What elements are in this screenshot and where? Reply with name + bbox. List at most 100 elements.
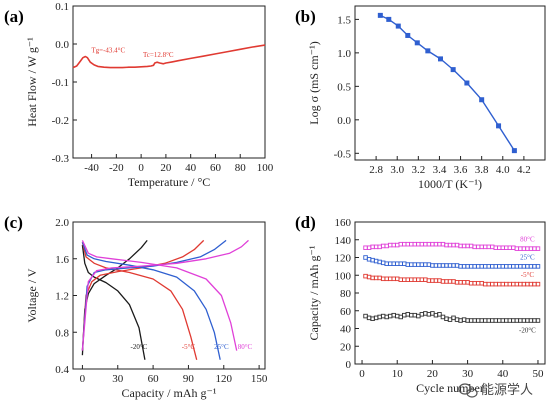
discharge-curve — [81, 242, 198, 360]
panel-a-label: (a) — [4, 7, 24, 26]
data-point — [433, 278, 439, 283]
data-point — [468, 318, 474, 323]
data-point — [394, 261, 400, 266]
data-point — [493, 264, 498, 269]
data-point — [475, 244, 481, 250]
panel-b: (b) 2.8 3.0 3.2 3.4 3.6 3.8 4.0 4.2 1.5 1.0 0.5 0.0… — [295, 5, 546, 191]
data-point — [472, 264, 477, 269]
data-point — [521, 318, 527, 323]
data-point — [380, 260, 386, 266]
x-tick-label: 150 — [251, 373, 268, 385]
data-point — [444, 316, 449, 321]
data-point — [430, 311, 435, 316]
data-point — [507, 318, 513, 323]
watermark: 能源学人 — [458, 382, 533, 398]
data-point — [440, 241, 446, 247]
annotation-tg: Tg=-43.4°C — [91, 47, 125, 55]
series-label: -5°C — [521, 271, 535, 279]
data-point — [437, 263, 442, 268]
data-point — [363, 255, 368, 260]
data-point — [514, 264, 520, 269]
data-point — [511, 318, 516, 323]
data-point — [412, 241, 418, 247]
data-point — [454, 280, 460, 285]
data-point — [387, 261, 393, 266]
data-point — [454, 242, 460, 248]
data-point — [387, 313, 393, 319]
data-point — [521, 264, 527, 269]
x-axis-title: 1000/T (K⁻¹) — [418, 177, 482, 191]
data-point — [504, 281, 509, 287]
data-point — [461, 243, 467, 249]
y-tick-label: 1.5 — [337, 14, 351, 26]
data-point — [497, 281, 502, 287]
plot-a: -40 -20 0 20 40 60 80 100 0.1 0.0 -0.1 -0.2 -0.3 Temp… — [25, 1, 274, 189]
series-label: -20°C — [519, 327, 536, 335]
series-label: -5°C — [182, 343, 196, 351]
y-axis-title: Log σ (mS cm⁻¹) — [307, 41, 321, 124]
data-point — [426, 312, 432, 317]
data-point — [450, 67, 456, 73]
data-point — [458, 280, 463, 285]
data-point — [394, 276, 400, 282]
data-point — [525, 281, 530, 287]
data-point — [440, 263, 446, 268]
x-tick-label: 20 — [427, 368, 439, 380]
y-axis-title: Voltage / V — [25, 268, 39, 323]
data-point — [419, 312, 425, 317]
data-point — [475, 264, 481, 269]
data-point — [405, 241, 411, 247]
data-point — [416, 262, 421, 267]
data-point — [373, 244, 379, 250]
data-point — [440, 279, 446, 284]
panel-d-label: (d) — [295, 213, 316, 232]
data-point — [489, 281, 495, 287]
data-point — [380, 243, 386, 249]
data-point — [535, 318, 541, 323]
data-point — [511, 264, 516, 269]
data-point — [535, 281, 541, 287]
y-tick-label: 2.0 — [55, 217, 69, 229]
y-tick-label: 40 — [340, 324, 352, 336]
data-point — [366, 245, 372, 250]
data-point — [496, 123, 502, 129]
data-point — [528, 246, 534, 251]
data-point — [475, 318, 481, 323]
data-point — [373, 315, 379, 321]
data-point — [518, 246, 523, 251]
data-point — [398, 261, 403, 266]
data-point — [489, 318, 495, 323]
x-tick-label: 3.0 — [390, 164, 404, 176]
y-tick-label: 160 — [335, 217, 352, 229]
data-point — [479, 244, 484, 250]
data-point — [416, 313, 421, 319]
data-point — [416, 277, 421, 282]
data-point — [395, 23, 401, 29]
data-point — [479, 264, 484, 269]
data-point — [528, 264, 534, 269]
y-tick-label: 0.4 — [55, 364, 69, 376]
x-tick-label: 60 — [148, 373, 160, 385]
y-tick-label: -0.1 — [52, 77, 69, 89]
data-point — [366, 315, 372, 321]
data-point — [384, 276, 389, 282]
data-point — [475, 280, 481, 286]
data-point — [468, 280, 474, 286]
data-point — [440, 314, 446, 320]
data-point — [391, 242, 396, 248]
y-tick-label: -0.3 — [52, 153, 70, 165]
data-point — [500, 245, 506, 250]
data-point — [437, 241, 442, 247]
data-point — [493, 245, 498, 250]
data-point — [433, 312, 439, 318]
x-tick-label: 4.2 — [517, 164, 531, 176]
data-point — [412, 312, 418, 318]
y-tick-label: 0.0 — [337, 115, 351, 127]
data-point — [416, 241, 421, 247]
data-point — [398, 241, 403, 247]
x-tick-label: 0 — [80, 373, 86, 385]
data-point — [394, 313, 400, 319]
data-point — [507, 264, 513, 269]
x-tick-label: 3.8 — [475, 164, 489, 176]
data-point — [507, 245, 513, 250]
